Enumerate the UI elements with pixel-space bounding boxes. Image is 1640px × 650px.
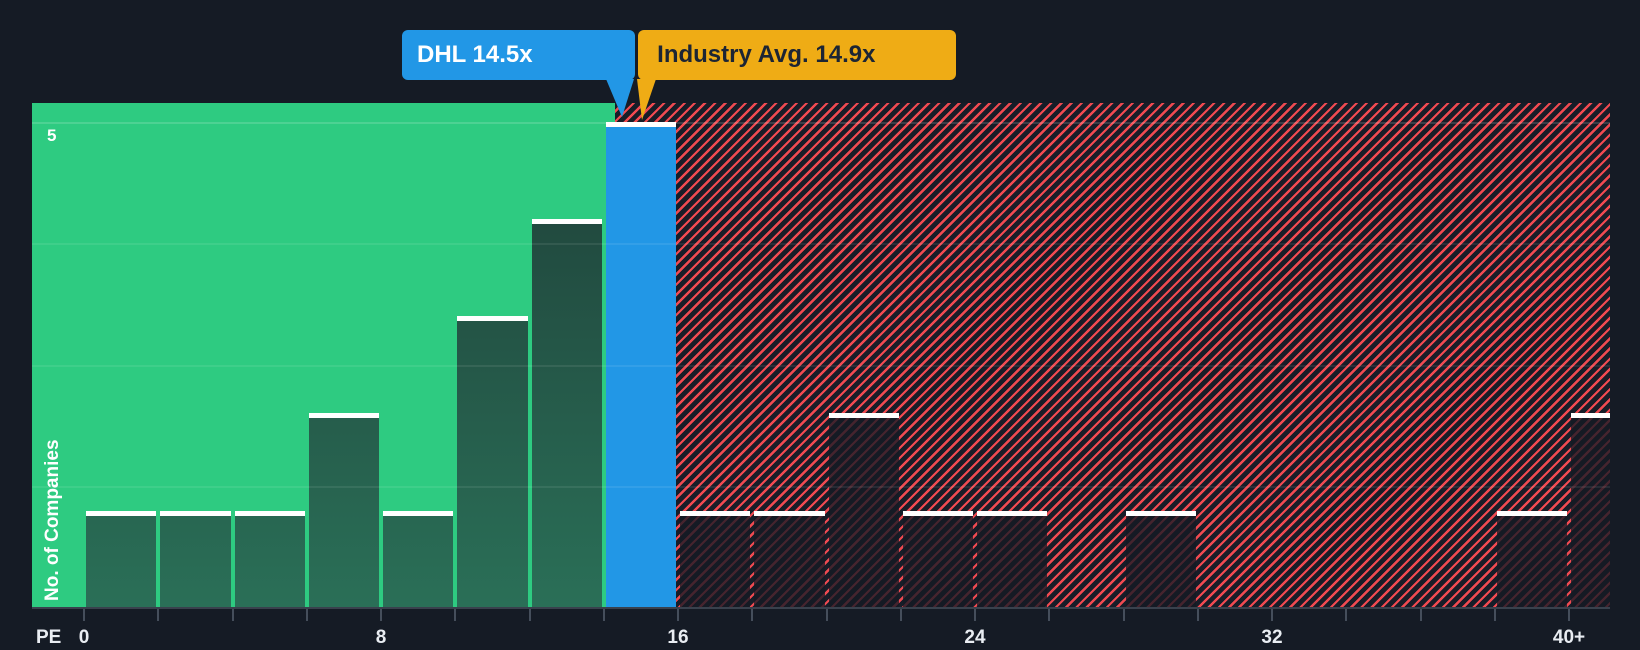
company-pe-label: DHL 14.5x — [417, 41, 533, 68]
x-axis-tick — [83, 609, 85, 621]
above-average-zone — [615, 103, 1610, 608]
histogram-bar-16-18[interactable] — [680, 510, 751, 608]
bar-top-highlight — [605, 121, 676, 127]
x-axis-tick — [1122, 609, 1125, 621]
x-axis-tick — [528, 609, 531, 621]
x-axis-tick — [380, 609, 382, 621]
x-axis-tick — [1568, 609, 1570, 621]
bar-top-highlight — [828, 413, 899, 419]
bar-top-highlight — [160, 510, 231, 516]
histogram-bar-24-26[interactable] — [977, 510, 1048, 608]
x-axis-tick-label-32: 32 — [1261, 627, 1283, 648]
x-axis-tick — [899, 609, 902, 621]
x-axis-title: PE — [36, 627, 62, 648]
bar-fill — [457, 321, 528, 608]
x-axis-tick — [751, 609, 754, 621]
histogram-bar-8-10[interactable] — [383, 510, 454, 608]
histogram-bar-12-14[interactable] — [531, 218, 602, 608]
bar-fill — [977, 515, 1048, 608]
x-axis-tick — [454, 609, 457, 621]
bar-top-highlight — [531, 218, 602, 224]
bar-fill — [383, 515, 454, 608]
y-axis-tick-label: 5 — [47, 126, 57, 145]
company-callout-pointer-icon — [606, 79, 635, 117]
bar-fill — [902, 515, 973, 608]
bar-fill — [605, 126, 676, 608]
bar-top-highlight — [977, 510, 1048, 516]
histogram-bar-2-4[interactable] — [160, 510, 231, 608]
bar-fill — [828, 418, 899, 608]
histogram-bar-0-2[interactable] — [86, 510, 157, 608]
x-axis-tick — [1048, 609, 1051, 621]
histogram-bar-28-30[interactable] — [1125, 510, 1196, 608]
bar-fill — [160, 515, 231, 608]
x-axis-tick — [1493, 609, 1496, 621]
bar-top-highlight — [234, 510, 305, 516]
y-axis-label: No. of Companies — [42, 439, 63, 601]
x-axis-tick — [231, 609, 234, 621]
histogram-bar-14-16[interactable] — [605, 121, 676, 608]
bar-top-highlight — [1496, 510, 1567, 516]
x-axis-tick — [602, 609, 605, 621]
bar-fill — [234, 515, 305, 608]
bar-top-highlight — [308, 413, 379, 419]
plot-area — [32, 103, 1610, 608]
x-axis-tick — [825, 609, 828, 621]
bar-fill — [531, 223, 602, 608]
histogram-bar-40-plus[interactable] — [1571, 413, 1610, 608]
bar-top-highlight — [383, 510, 454, 516]
industry-avg-callout: Industry Avg. 14.9x — [638, 30, 957, 80]
bar-fill — [86, 515, 157, 608]
x-axis-tick — [1271, 609, 1273, 621]
x-axis-tick — [1345, 609, 1348, 621]
bar-top-highlight — [1125, 510, 1196, 516]
company-pe-callout: DHL 14.5x — [402, 30, 635, 80]
bar-fill — [1571, 418, 1610, 608]
x-axis-tick — [157, 609, 160, 621]
bar-top-highlight — [86, 510, 157, 516]
x-axis-tick — [677, 609, 679, 621]
histogram-bar-20-22[interactable] — [828, 413, 899, 608]
x-axis-tick-label-8: 8 — [375, 627, 387, 648]
industry-callout-pointer-icon — [636, 79, 656, 120]
x-axis-tick-label-16: 16 — [667, 627, 689, 648]
bar-fill — [754, 515, 825, 608]
histogram-bar-38-40[interactable] — [1496, 510, 1567, 608]
x-axis-tick-label-40-plus: 40+ — [1552, 627, 1586, 648]
bar-fill — [680, 515, 751, 608]
histogram-bar-18-20[interactable] — [754, 510, 825, 608]
bar-fill — [308, 418, 379, 608]
bar-top-highlight — [754, 510, 825, 516]
bar-top-highlight — [680, 510, 751, 516]
x-axis-tick-label-24: 24 — [964, 627, 986, 648]
bar-top-highlight — [902, 510, 973, 516]
histogram-bar-4-6[interactable] — [234, 510, 305, 608]
bar-top-highlight — [1571, 413, 1610, 419]
bar-fill — [1496, 515, 1567, 608]
x-axis-tick — [1419, 609, 1422, 621]
histogram-bar-10-12[interactable] — [457, 316, 528, 608]
bar-top-highlight — [457, 316, 528, 322]
x-axis-tick — [974, 609, 976, 621]
x-axis-line — [32, 607, 1610, 609]
histogram-bar-6-8[interactable] — [308, 413, 379, 608]
industry-avg-label: Industry Avg. 14.9x — [657, 41, 876, 68]
x-axis-tick — [305, 609, 308, 621]
histogram-bar-22-24[interactable] — [902, 510, 973, 608]
x-axis-tick — [1196, 609, 1199, 621]
x-axis-tick-label-0: 0 — [78, 627, 90, 648]
bar-fill — [1125, 515, 1196, 608]
